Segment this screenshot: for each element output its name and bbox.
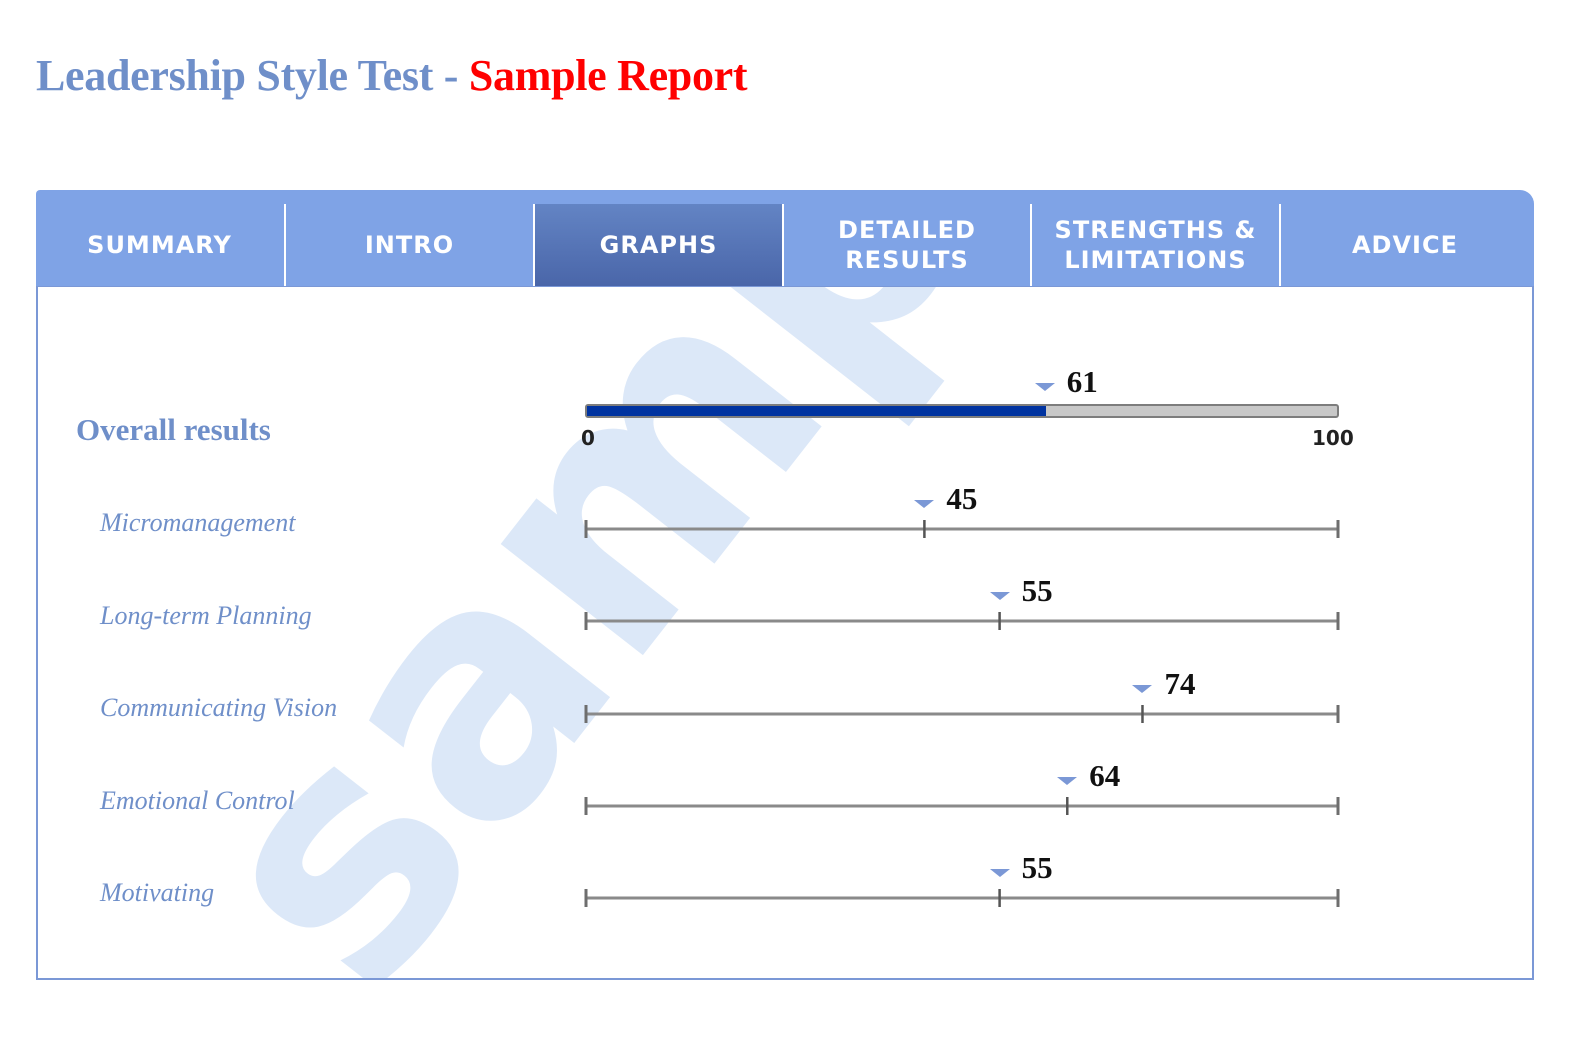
scale-label: Long-term Planning [100, 601, 312, 630]
score-marker [1132, 685, 1153, 693]
overall-results-bar [585, 404, 1339, 418]
title-separator: - [443, 51, 459, 100]
score-value: 55 [1021, 850, 1053, 885]
tab-graphs[interactable]: GRAPHS [535, 204, 782, 286]
title-main: Leadership Style Test [36, 51, 434, 100]
title-report: Sample Report [468, 51, 748, 100]
overall-results-fill [587, 406, 1046, 416]
score-marker [989, 869, 1010, 877]
tab-divider [533, 204, 535, 286]
axis-min-label: 0 [581, 426, 595, 450]
tab-divider [1030, 204, 1032, 286]
tab-divider [1279, 204, 1281, 286]
score-value: 74 [1164, 666, 1196, 701]
score-marker [989, 592, 1010, 600]
tab-divider [284, 204, 286, 286]
score-value: 45 [946, 481, 978, 516]
overall-score-marker [1034, 383, 1055, 391]
axis-max-label: 100 [1312, 426, 1354, 450]
scale-label: Communicating Vision [100, 693, 338, 722]
score-marker [914, 500, 935, 508]
tab-summary[interactable]: SUMMARY [87, 231, 232, 259]
tab-advice[interactable]: ADVICE [1351, 231, 1458, 259]
tab-detailed-results[interactable]: DETAILED RESULTS [838, 216, 976, 274]
score-value: 64 [1089, 758, 1121, 793]
tab-bar: SUMMARY INTRO GRAPHS DETAILED RESULTS ST… [36, 190, 1534, 286]
scale-label: Micromanagement [100, 508, 296, 537]
score-marker [1057, 777, 1078, 785]
overall-score-value: 61 [1066, 364, 1098, 399]
score-value: 55 [1021, 573, 1053, 608]
scale-label: Motivating [100, 878, 215, 907]
tab-divider [782, 204, 784, 286]
tab-intro[interactable]: INTRO [364, 231, 455, 259]
tab-strengths-limitations[interactable]: STRENGTHS & LIMITATIONS [1054, 216, 1257, 274]
overall-results-label: Overall results [76, 412, 271, 447]
page-title: Leadership Style Test - Sample Report [36, 50, 748, 101]
scale-label: Emotional Control [100, 786, 295, 815]
